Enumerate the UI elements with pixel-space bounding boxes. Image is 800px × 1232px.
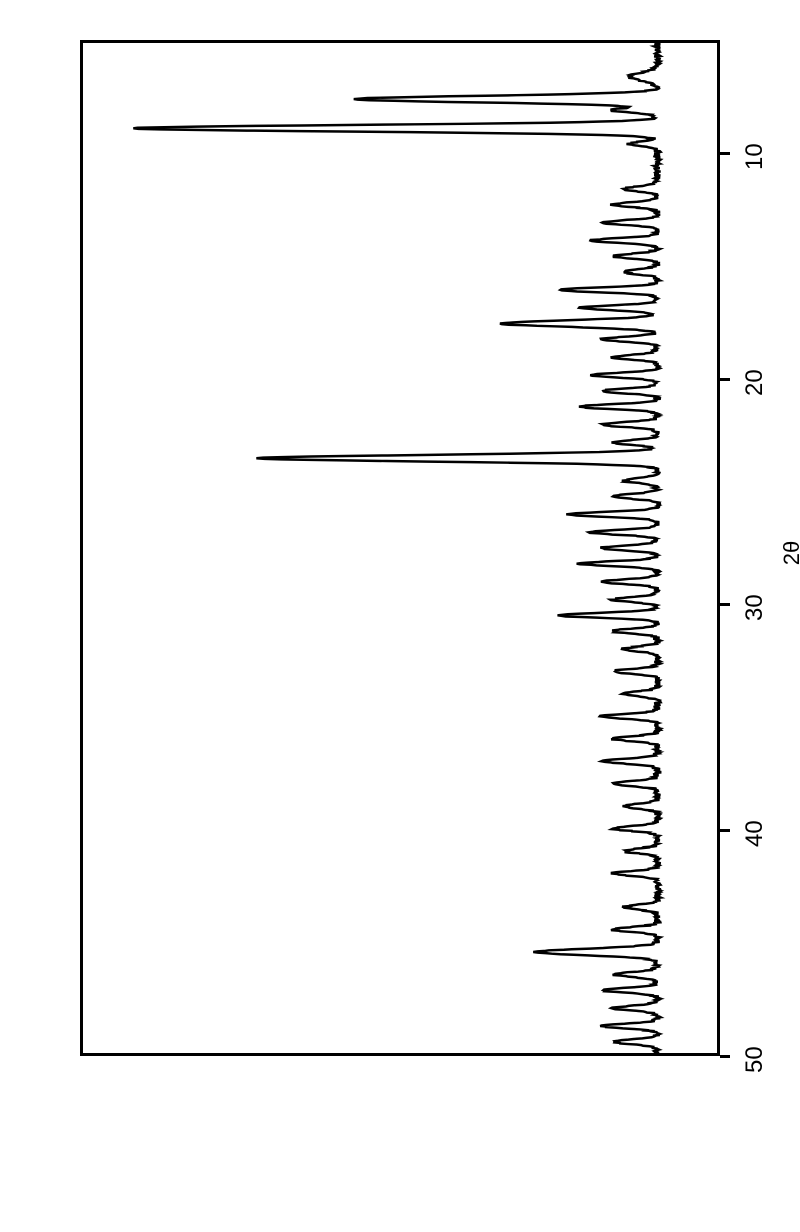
x-tick-mark (720, 829, 730, 832)
x-tick-mark (720, 378, 730, 381)
x-tick-label: 30 (741, 591, 769, 621)
x-tick-mark (720, 603, 730, 606)
plot-area (80, 40, 720, 1056)
chart-container: 1020304050 2θ (80, 40, 720, 1140)
x-tick-label: 10 (741, 140, 769, 170)
x-tick-label: 40 (741, 817, 769, 847)
x-tick-mark (720, 1055, 730, 1058)
x-tick-label: 50 (741, 1043, 769, 1073)
x-tick-label: 20 (741, 366, 769, 396)
x-tick-mark (720, 152, 730, 155)
x-axis-label: 2θ (779, 541, 800, 565)
xrd-spectrum (83, 43, 717, 1053)
